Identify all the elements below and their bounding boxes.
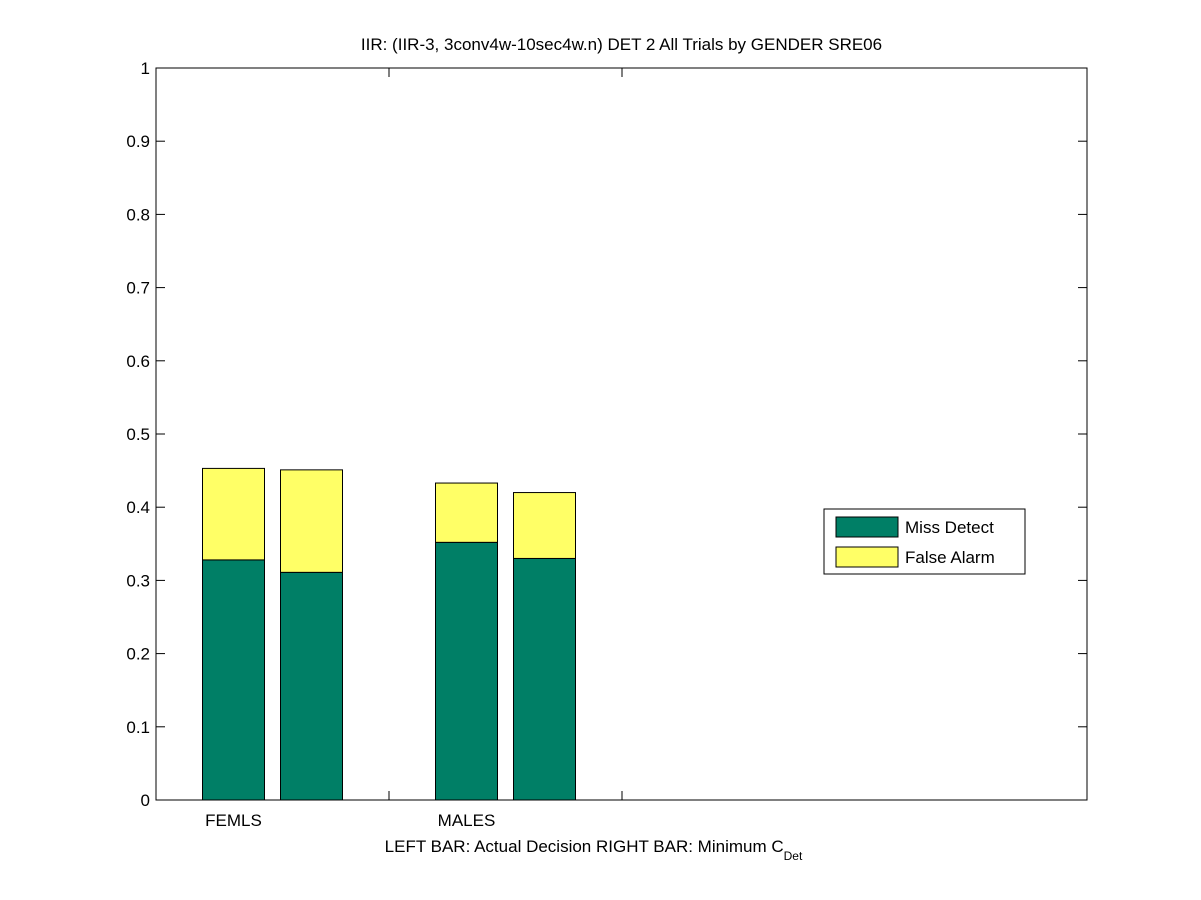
legend-entry: False Alarm <box>905 548 995 567</box>
y-tick-label: 0.8 <box>126 205 150 224</box>
y-tick-label: 0.5 <box>126 425 150 444</box>
y-tick-label: 0.4 <box>126 498 150 517</box>
legend-swatch <box>835 546 899 568</box>
y-tick-label: 0.1 <box>126 718 150 737</box>
bar-false-alarm <box>513 492 576 559</box>
axis-ticks: 0 0.1 0.2 0.3 0.4 0.5 0.6 0.7 0.8 0.9 1 <box>126 59 1087 810</box>
legend: Miss Detect False Alarm <box>823 508 1026 575</box>
y-tick-label: 0.9 <box>126 132 150 151</box>
bar-false-alarm <box>435 482 498 543</box>
x-axis-label-subscript: Det <box>784 849 803 863</box>
chart-title: IIR: (IIR-3, 3conv4w-10sec4w.n) DET 2 Al… <box>361 35 882 54</box>
y-tick-label: 0.3 <box>126 571 150 590</box>
bar-false-alarm <box>280 469 343 573</box>
y-tick-label: 0.2 <box>126 645 150 664</box>
bar-miss-detect <box>435 541 498 801</box>
x-axis-label: LEFT BAR: Actual Decision RIGHT BAR: Min… <box>385 837 803 863</box>
y-tick-label: 0.7 <box>126 279 150 298</box>
bar-miss-detect <box>280 571 343 801</box>
x-category-labels: FEMLS MALES <box>205 811 495 830</box>
bar-false-alarm <box>202 467 265 561</box>
bar-miss-detect <box>513 557 576 801</box>
y-tick-label: 0.6 <box>126 352 150 371</box>
bars <box>202 467 576 801</box>
bar-miss-detect <box>202 559 265 801</box>
legend-swatch <box>835 516 899 538</box>
y-tick-label: 1 <box>141 59 150 78</box>
x-category-label: MALES <box>438 811 496 830</box>
y-tick-label: 0 <box>141 791 150 810</box>
legend-entry: Miss Detect <box>905 518 994 537</box>
x-axis-label-main: LEFT BAR: Actual Decision RIGHT BAR: Min… <box>385 837 784 856</box>
x-category-label: FEMLS <box>205 811 262 830</box>
